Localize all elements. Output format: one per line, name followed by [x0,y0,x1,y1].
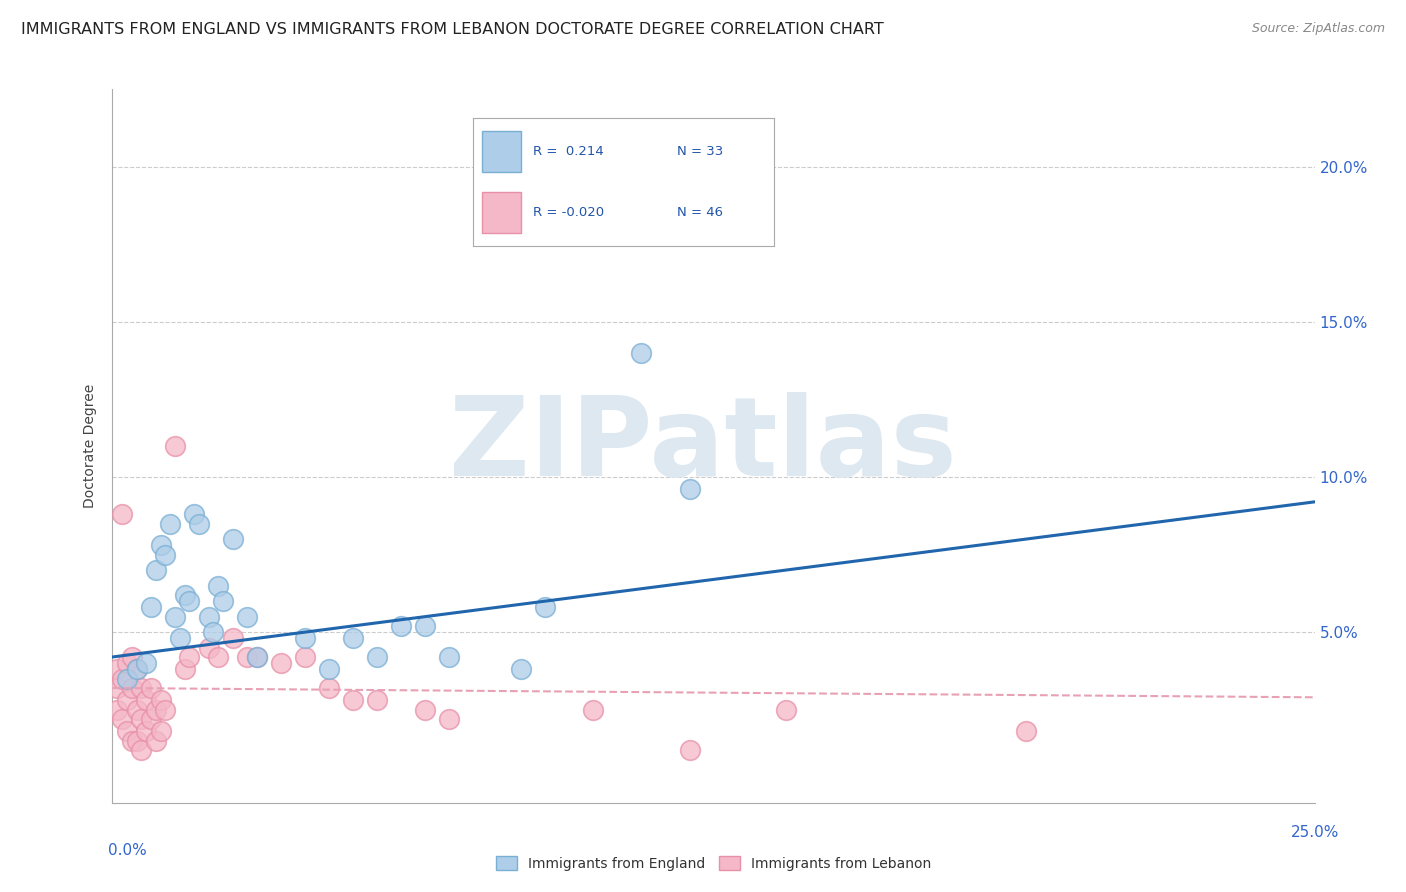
Legend: Immigrants from England, Immigrants from Lebanon: Immigrants from England, Immigrants from… [489,849,938,878]
Point [294,632,316,646]
Point [678,483,700,497]
Point [510,662,533,676]
Point [294,650,316,665]
Point [173,662,195,676]
Point [169,632,191,646]
Text: ZIPatlas: ZIPatlas [449,392,957,500]
Point [111,712,134,726]
Point [197,640,219,655]
Point [183,508,205,522]
Point [236,609,259,624]
Point [159,516,181,531]
Text: 25.0%: 25.0% [1291,825,1339,840]
Point [318,662,340,676]
Point [121,650,143,665]
Point [121,681,143,695]
Point [222,632,245,646]
Point [145,703,167,717]
Point [246,650,269,665]
Text: 0.0%: 0.0% [108,843,146,858]
Point [413,703,436,717]
Point [236,650,259,665]
Bar [482,130,522,171]
Y-axis label: Doctorate Degree: Doctorate Degree [83,384,97,508]
Point [149,693,172,707]
Point [173,588,195,602]
Point [534,600,557,615]
Point [131,712,153,726]
Point [131,743,153,757]
Point [121,733,143,747]
Point [202,625,225,640]
Point [125,662,148,676]
Point [179,650,201,665]
Point [207,579,229,593]
Point [207,650,229,665]
Point [437,712,460,726]
Point [775,703,797,717]
Point [366,693,388,707]
Point [125,733,148,747]
Point [115,672,138,686]
Point [149,724,172,739]
Point [105,703,128,717]
Point [105,662,128,676]
Point [155,703,177,717]
Point [115,693,138,707]
Point [437,650,460,665]
Point [139,600,162,615]
Point [115,724,138,739]
Point [125,703,148,717]
Point [145,733,167,747]
Point [318,681,340,695]
Point [630,346,652,360]
Point [222,532,245,546]
Point [111,672,134,686]
Text: R =  0.214: R = 0.214 [533,145,605,158]
Point [678,743,700,757]
Point [212,594,235,608]
Point [155,548,177,562]
Point [163,609,186,624]
Point [582,703,605,717]
Point [139,681,162,695]
Point [139,712,162,726]
Bar [482,193,522,234]
Text: N = 33: N = 33 [678,145,724,158]
Point [366,650,388,665]
Point [125,662,148,676]
Point [246,650,269,665]
Point [342,693,364,707]
Text: R = -0.020: R = -0.020 [533,206,605,219]
Point [197,609,219,624]
Point [179,594,201,608]
Point [115,656,138,670]
Point [135,724,157,739]
Point [111,508,134,522]
Point [105,681,128,695]
Point [163,439,186,453]
Point [534,206,557,220]
Text: Source: ZipAtlas.com: Source: ZipAtlas.com [1251,22,1385,36]
Point [135,656,157,670]
Point [270,656,292,670]
Point [413,619,436,633]
Point [131,681,153,695]
Point [135,693,157,707]
Text: IMMIGRANTS FROM ENGLAND VS IMMIGRANTS FROM LEBANON DOCTORATE DEGREE CORRELATION : IMMIGRANTS FROM ENGLAND VS IMMIGRANTS FR… [21,22,884,37]
Point [1015,724,1038,739]
Point [145,563,167,577]
Point [149,538,172,552]
Text: N = 46: N = 46 [678,206,724,219]
Point [188,516,211,531]
Point [342,632,364,646]
Point [389,619,412,633]
